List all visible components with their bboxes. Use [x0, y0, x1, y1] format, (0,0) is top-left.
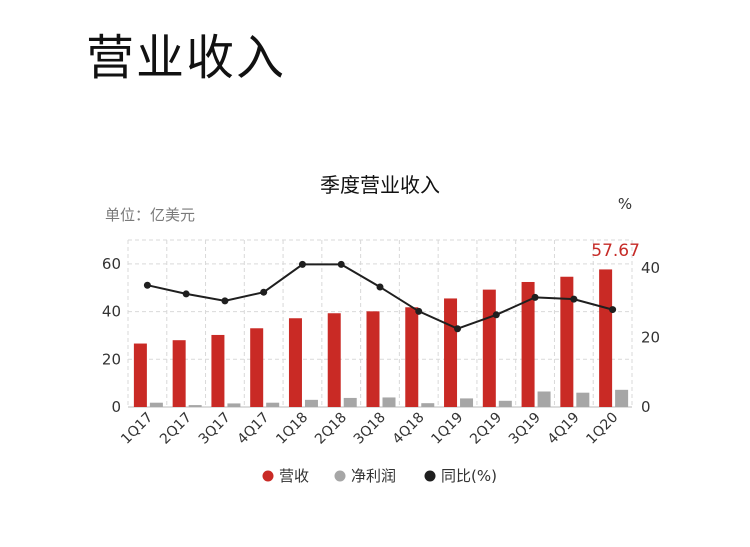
- y2-tick-label: 0: [641, 398, 651, 416]
- revenue-bar: [133, 343, 147, 407]
- y-tick-label: 60: [102, 255, 121, 273]
- y2-tick-label: 20: [641, 328, 660, 346]
- yoy-point: [376, 283, 384, 291]
- category-label: 1Q19: [428, 410, 466, 448]
- legend-revenue-label: 营收: [279, 467, 309, 485]
- revenue-bar: [560, 276, 574, 407]
- legend-revenue-marker: [262, 470, 274, 482]
- y-tick-label: 0: [111, 398, 121, 416]
- revenue-bar: [250, 328, 264, 407]
- category-label: 1Q18: [273, 410, 311, 448]
- yoy-point: [260, 288, 268, 296]
- yoy-point: [143, 281, 151, 289]
- yoy-point: [454, 325, 462, 333]
- y-tick-label: 20: [102, 350, 121, 368]
- net-profit-bar: [227, 403, 241, 407]
- net-profit-bar: [304, 399, 318, 407]
- category-label: 2Q18: [312, 410, 350, 448]
- category-label: 2Q17: [157, 410, 195, 448]
- net-profit-bar: [382, 397, 396, 407]
- net-profit-bar: [149, 402, 163, 407]
- revenue-bar: [366, 311, 380, 407]
- revenue-bar: [599, 269, 613, 407]
- legend-net-profit-marker: [334, 470, 346, 482]
- category-label: 3Q18: [351, 410, 389, 448]
- category-label: 3Q19: [506, 410, 544, 448]
- revenue-bar: [172, 340, 186, 407]
- category-label: 4Q19: [545, 410, 583, 448]
- yoy-point: [609, 306, 617, 314]
- net-profit-bar: [537, 391, 551, 407]
- y2-tick-label: 40: [641, 259, 660, 277]
- yoy-point: [415, 307, 423, 315]
- yoy-line: [147, 263, 613, 330]
- revenue-bar: [482, 289, 496, 407]
- net-profit-bar: [188, 405, 202, 407]
- net-profit-bar: [498, 400, 512, 407]
- yoy-point: [570, 295, 578, 303]
- revenue-bar: [211, 334, 225, 407]
- y-tick-label: 40: [102, 303, 121, 321]
- revenue-bar: [327, 313, 341, 407]
- category-label: 3Q17: [196, 410, 234, 448]
- revenue-bar: [405, 307, 419, 407]
- category-label: 1Q20: [583, 410, 621, 448]
- net-profit-bar: [421, 403, 435, 407]
- revenue-bar: [521, 281, 535, 407]
- page-title: 营业收入: [86, 30, 287, 86]
- category-label: 1Q17: [118, 410, 156, 448]
- legend-yoy-marker: [424, 470, 436, 482]
- yoy-point: [221, 297, 229, 305]
- yoy-point: [492, 311, 500, 319]
- net-profit-bar: [266, 402, 280, 407]
- yoy-point: [337, 260, 345, 268]
- last-value-label: 57.67: [591, 241, 640, 261]
- net-profit-bar: [343, 397, 357, 407]
- net-profit-bar: [576, 392, 590, 407]
- legend-net-profit-label: 净利润: [351, 467, 396, 485]
- yoy-point: [182, 290, 190, 298]
- revenue-bar: [444, 298, 458, 407]
- unit-label: 单位：亿美元: [105, 206, 195, 224]
- yoy-point: [298, 260, 306, 268]
- yoy-point: [531, 293, 539, 301]
- net-profit-bar: [615, 389, 629, 407]
- category-label: 4Q17: [235, 410, 273, 448]
- legend-yoy-label: 同比(%): [441, 467, 497, 485]
- revenue-bar: [288, 318, 302, 407]
- net-profit-bar: [460, 398, 474, 407]
- right-axis-unit: %: [618, 195, 632, 213]
- category-label: 2Q19: [467, 410, 505, 448]
- category-label: 4Q18: [390, 410, 428, 448]
- chart-title: 季度营业收入: [320, 173, 440, 197]
